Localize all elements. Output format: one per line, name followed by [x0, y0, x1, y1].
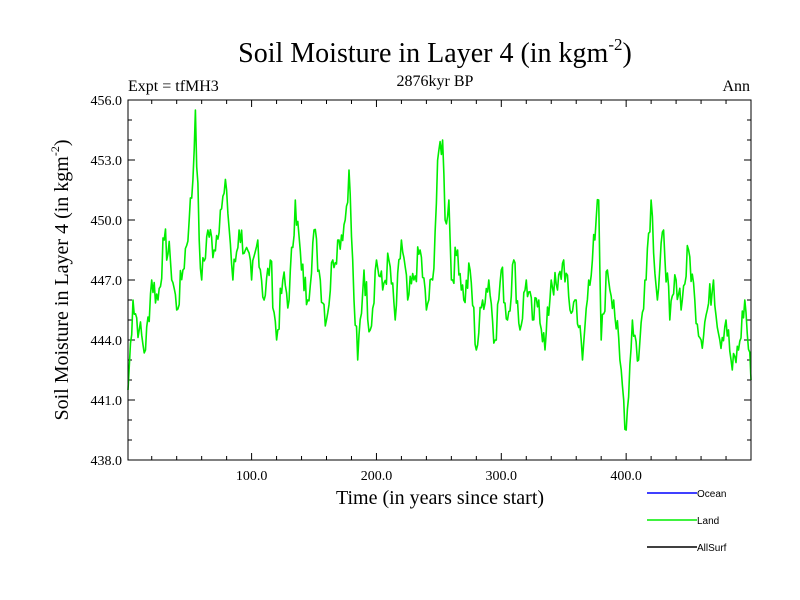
x-tick-label: 300.0: [486, 469, 518, 484]
x-tick-label: 200.0: [361, 469, 393, 484]
legend-label-land: Land: [697, 516, 719, 527]
y-tick-label: 453.0: [91, 154, 123, 169]
y-tick-label: 441.0: [91, 394, 123, 409]
legend-label-ocean: Ocean: [697, 489, 726, 500]
season-label: Ann: [722, 78, 750, 95]
y-axis-label-exponent: -2: [48, 146, 62, 156]
plot-frame: [127, 99, 752, 461]
y-tick-label: 438.0: [91, 454, 123, 469]
y-axis-label: Soil Moisture in Layer 4 (in kgm-2): [48, 139, 73, 420]
y-tick-label: 444.0: [91, 334, 123, 349]
legend-label-allsurf: AllSurf: [697, 543, 727, 554]
series-layer: [127, 109, 752, 431]
x-axis-label: Time (in years since start): [336, 487, 544, 509]
y-tick-label: 456.0: [91, 94, 123, 109]
x-tick-label: 100.0: [236, 469, 268, 484]
chart-title: Soil Moisture in Layer 4 (in kgm-2): [238, 35, 632, 69]
legend: Ocean Land AllSurf: [647, 489, 727, 554]
x-tick-label: 400.0: [610, 469, 642, 484]
series-line-land: [127, 109, 752, 431]
axis-ticks: 438.0 441.0 444.0 447.0 450.0 453.0 456.0 100.0…: [91, 94, 751, 484]
experiment-label: Expt = tfMH3: [128, 78, 219, 95]
y-tick-label: 450.0: [91, 214, 123, 229]
y-tick-label: 447.0: [91, 274, 123, 289]
chart-subtitle: 2876kyr BP: [397, 73, 474, 90]
chart-title-exponent: -2: [608, 35, 622, 54]
